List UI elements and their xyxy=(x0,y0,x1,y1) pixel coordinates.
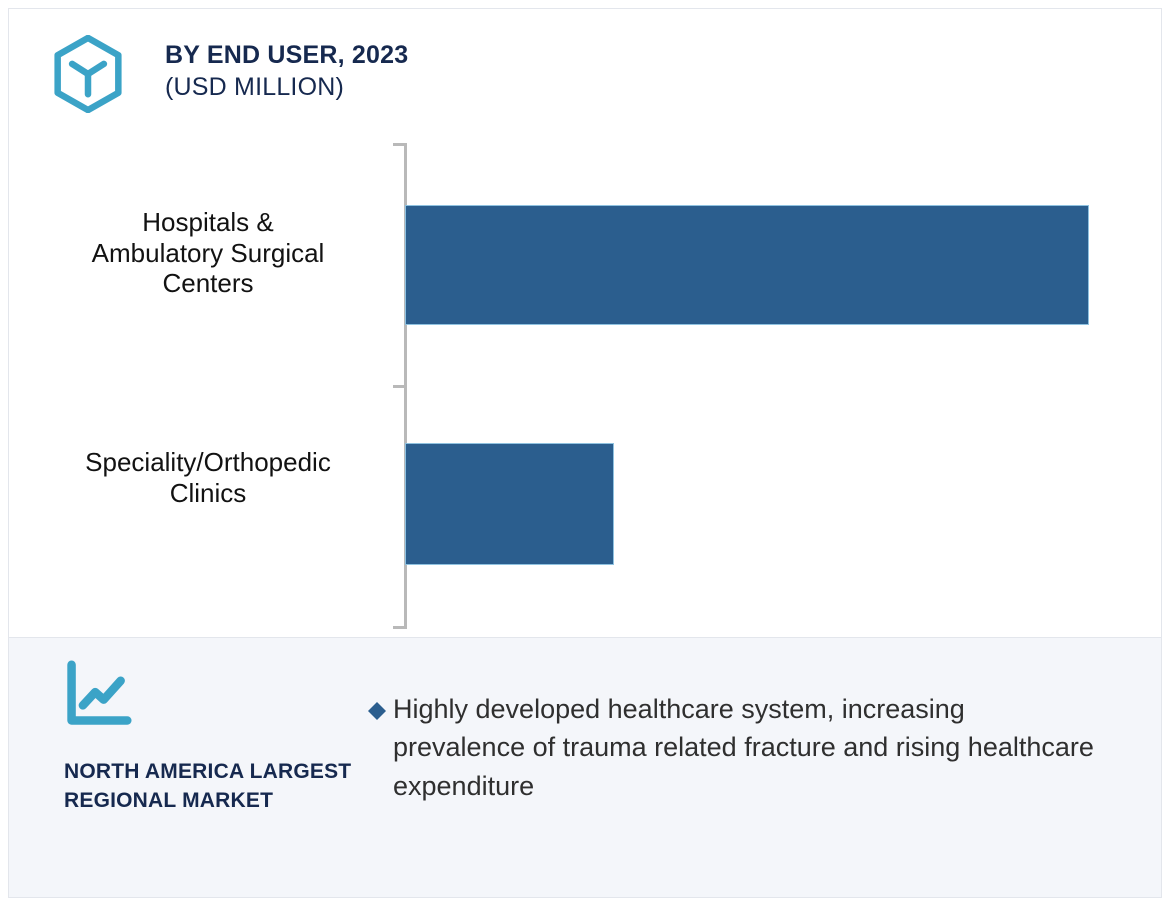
chart-header: BY END USER, 2023 (USD MILLION) xyxy=(51,31,408,113)
axis-tick-top xyxy=(393,143,404,146)
category-label-line: Hospitals & xyxy=(142,207,274,237)
region-label: NORTH AMERICA LARGEST REGIONAL MARKET xyxy=(64,760,352,812)
infographic-card: BY END USER, 2023 (USD MILLION) Hospital… xyxy=(8,8,1162,898)
category-label-line: Clinics xyxy=(169,477,247,508)
regional-market-panel: NORTH AMERICA LARGEST REGIONAL MARKET Hi… xyxy=(9,637,1161,897)
chart-title-block: BY END USER, 2023 (USD MILLION) xyxy=(165,41,408,102)
bar-chart: Hospitals & Ambulatory Surgical Centers … xyxy=(9,139,1161,637)
axis-tick-middle xyxy=(393,385,404,388)
hexagon-y-icon xyxy=(54,35,122,113)
bar-hospitals-ambulatory-surgical-centers xyxy=(405,205,1089,325)
category-label-hospitals: Hospitals & Ambulatory Surgical Centers xyxy=(29,207,387,299)
chart-axis-line xyxy=(404,143,407,629)
category-label-clinics: Speciality/Orthopedic Clinics xyxy=(29,447,387,508)
diamond-bullet-icon xyxy=(368,702,386,720)
category-label-line: Ambulatory Surgical xyxy=(91,237,325,268)
bar-speciality-orthopedic-clinics xyxy=(405,443,614,565)
line-chart-icon xyxy=(67,660,132,725)
regional-market-highlight: Highly developed healthcare system, incr… xyxy=(367,690,1097,805)
axis-tick-bottom xyxy=(393,626,404,629)
page-subtitle: (USD MILLION) xyxy=(165,72,345,101)
highlight-text: Highly developed healthcare system, incr… xyxy=(393,694,1094,801)
regional-market-left: NORTH AMERICA LARGEST REGIONAL MARKET xyxy=(64,660,354,816)
category-label-line: Speciality/Orthopedic xyxy=(85,447,331,477)
page-title: BY END USER, 2023 xyxy=(165,41,409,69)
category-label-line: Centers xyxy=(162,268,254,299)
